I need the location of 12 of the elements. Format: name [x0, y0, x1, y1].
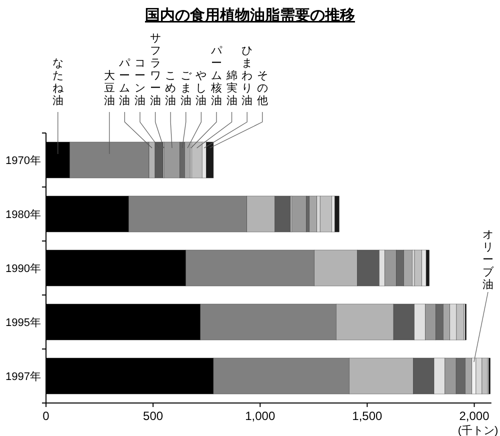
x-tick-label: 500 — [143, 409, 164, 423]
y-tick-label: 1995年 — [6, 317, 41, 329]
y-tick-label: 1990年 — [6, 263, 41, 275]
y-tick-label: 1997年 — [6, 371, 41, 383]
y-tick-label: 1970年 — [6, 155, 41, 167]
x-tick-label: 1,500 — [352, 409, 383, 423]
x-tick-label: 2,000 — [459, 409, 490, 423]
x-tick-label: 1,000 — [245, 409, 276, 423]
y-tick-label: 1980年 — [6, 209, 41, 221]
x-axis-title: (千トン) — [458, 424, 498, 436]
x-tick-label: 0 — [42, 409, 50, 423]
chart-title: 国内の食用植物油脂需要の推移 — [145, 7, 355, 24]
